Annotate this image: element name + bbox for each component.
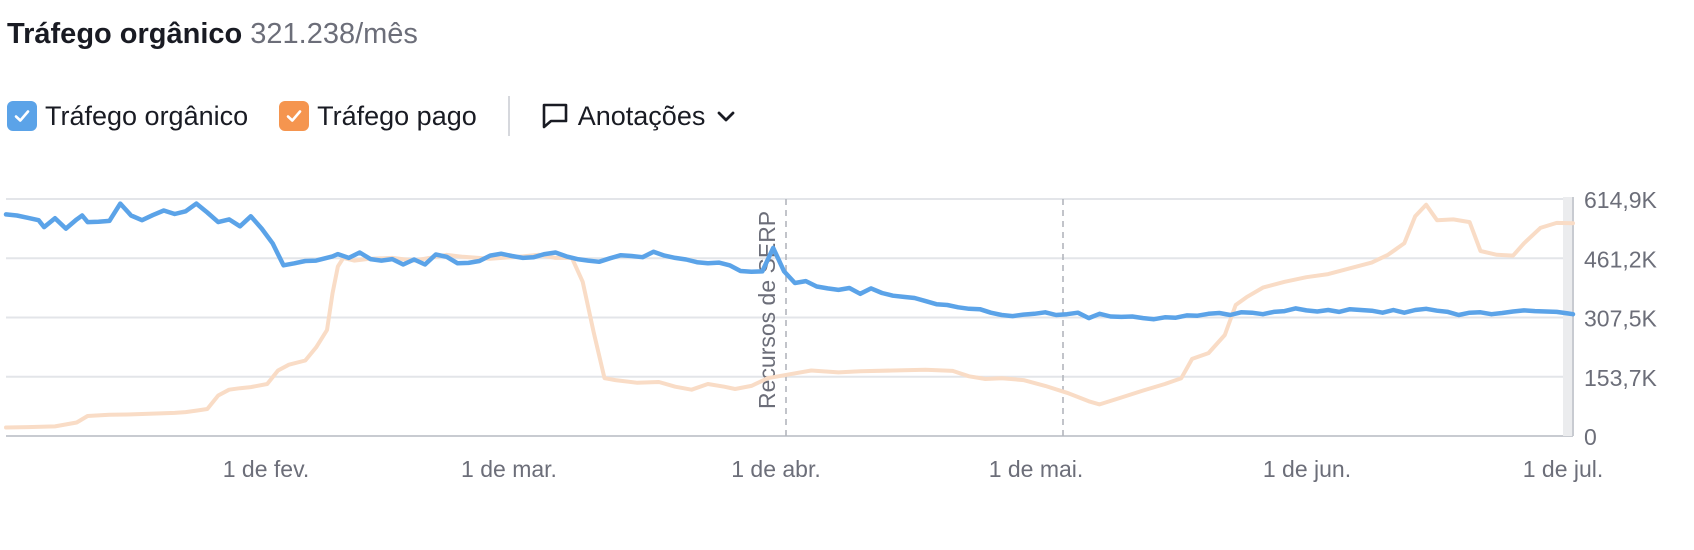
y-tick-label: 461,2K: [1584, 246, 1658, 272]
legend-divider: [507, 96, 510, 136]
traffic-chart: 614,9K 461,2K 307,5K 153,7K 0 1 de fev. 1 de m…: [3, 187, 1658, 482]
x-tick-label: 1 de mar.: [461, 456, 557, 482]
series-line-organic: [3, 201, 1576, 322]
x-tick-label: 1 de mai.: [989, 456, 1084, 482]
check-icon[interactable]: [7, 101, 37, 131]
chart-legend: Tráfego orgânico Tráfego pago Anotações: [7, 96, 737, 136]
page-title: Tráfego orgânico: [7, 18, 243, 50]
series-line-paid: [4, 202, 1575, 430]
legend-toggle-paid[interactable]: Tráfego pago: [279, 101, 477, 132]
annotations-dropdown[interactable]: Anotações: [540, 101, 738, 132]
legend-label-organic: Tráfego orgânico: [45, 100, 249, 131]
chart-header: Tráfego orgânico 321.238/mês: [7, 14, 418, 54]
x-tick-label: 1 de jul.: [1523, 456, 1604, 482]
x-tick-label: 1 de fev.: [223, 456, 310, 482]
annotations-label: Anotações: [577, 100, 706, 131]
x-tick-label: 1 de abr.: [731, 456, 821, 482]
traffic-metric: 321.238/mês: [250, 18, 418, 50]
comment-icon: [540, 101, 570, 131]
y-tick-label: 307,5K: [1584, 306, 1658, 332]
y-tick-label: 614,9K: [1584, 187, 1658, 213]
y-tick-label: 153,7K: [1584, 365, 1658, 391]
legend-toggle-organic[interactable]: Tráfego orgânico: [7, 101, 248, 132]
check-icon[interactable]: [279, 101, 310, 131]
chevron-down-icon: [715, 105, 737, 127]
y-tick-label: 0: [1584, 424, 1597, 450]
chart-edge-shade: [1563, 197, 1573, 436]
legend-label-paid: Tráfego pago: [317, 100, 477, 131]
x-tick-label: 1 de jun.: [1263, 456, 1351, 482]
